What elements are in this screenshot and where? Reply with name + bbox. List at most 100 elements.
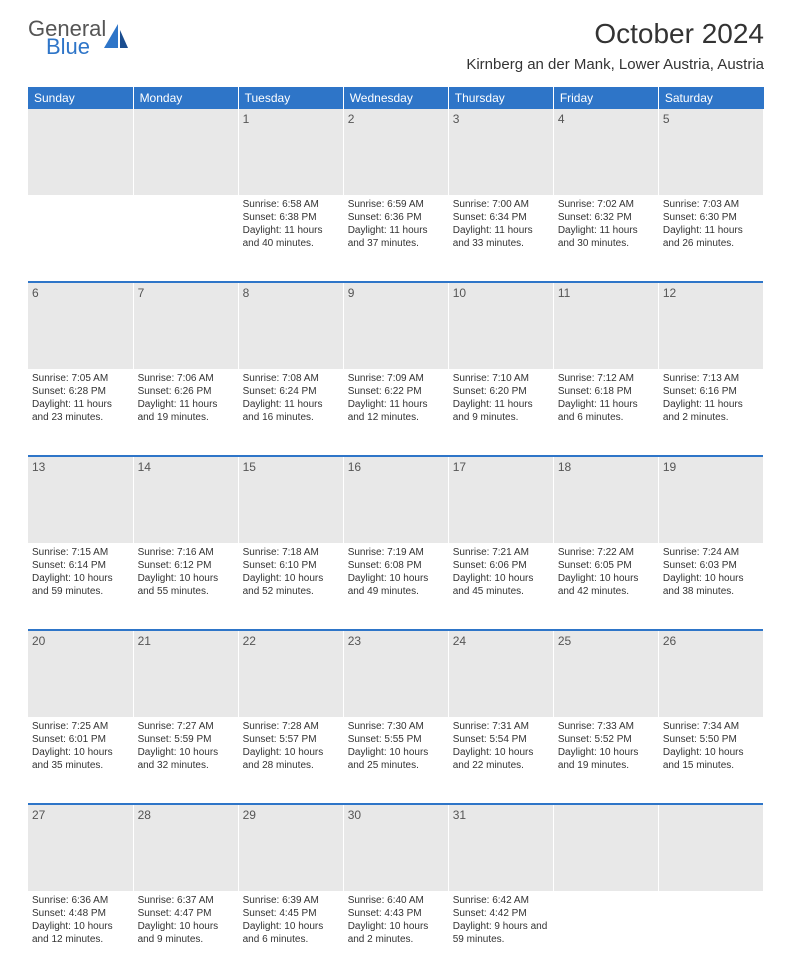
day-number: 11 bbox=[553, 283, 658, 369]
day-cell: Sunrise: 6:40 AMSunset: 4:43 PMDaylight:… bbox=[343, 891, 448, 977]
weekday-header: Friday bbox=[553, 87, 658, 109]
sunset-text: Sunset: 4:43 PM bbox=[348, 907, 444, 920]
day-number: 25 bbox=[553, 631, 658, 717]
day-cell: Sunrise: 7:31 AMSunset: 5:54 PMDaylight:… bbox=[448, 717, 553, 803]
day-cell: Sunrise: 7:24 AMSunset: 6:03 PMDaylight:… bbox=[658, 543, 763, 629]
day-number: 20 bbox=[28, 631, 133, 717]
sunrise-text: Sunrise: 6:39 AM bbox=[243, 894, 339, 907]
day-number: 10 bbox=[448, 283, 553, 369]
daylight-text: Daylight: 10 hours and 52 minutes. bbox=[243, 572, 339, 598]
day-cell: Sunrise: 7:19 AMSunset: 6:08 PMDaylight:… bbox=[343, 543, 448, 629]
sunrise-text: Sunrise: 6:58 AM bbox=[243, 198, 339, 211]
day-cell: Sunrise: 7:18 AMSunset: 6:10 PMDaylight:… bbox=[238, 543, 343, 629]
day-number: 15 bbox=[238, 457, 343, 543]
weekday-header-row: Sunday Monday Tuesday Wednesday Thursday… bbox=[28, 87, 764, 109]
day-number: 30 bbox=[343, 805, 448, 891]
daylight-text: Daylight: 10 hours and 25 minutes. bbox=[348, 746, 444, 772]
day-number: 1 bbox=[238, 109, 343, 195]
sunset-text: Sunset: 6:38 PM bbox=[243, 211, 339, 224]
day-number bbox=[28, 109, 133, 195]
day-cell: Sunrise: 7:05 AMSunset: 6:28 PMDaylight:… bbox=[28, 369, 133, 455]
sunrise-text: Sunrise: 7:08 AM bbox=[243, 372, 339, 385]
daylight-text: Daylight: 10 hours and 35 minutes. bbox=[32, 746, 129, 772]
logo-blue: Blue bbox=[46, 36, 106, 58]
day-cell: Sunrise: 7:34 AMSunset: 5:50 PMDaylight:… bbox=[658, 717, 763, 803]
sunrise-text: Sunrise: 7:09 AM bbox=[348, 372, 444, 385]
day-number: 14 bbox=[133, 457, 238, 543]
sunset-text: Sunset: 4:42 PM bbox=[453, 907, 549, 920]
daylight-text: Daylight: 10 hours and 42 minutes. bbox=[558, 572, 654, 598]
daylight-text: Daylight: 10 hours and 38 minutes. bbox=[663, 572, 759, 598]
content-row: Sunrise: 7:15 AMSunset: 6:14 PMDaylight:… bbox=[28, 543, 764, 629]
day-cell: Sunrise: 7:06 AMSunset: 6:26 PMDaylight:… bbox=[133, 369, 238, 455]
daylight-text: Daylight: 11 hours and 30 minutes. bbox=[558, 224, 654, 250]
sunrise-text: Sunrise: 7:27 AM bbox=[138, 720, 234, 733]
day-number bbox=[133, 109, 238, 195]
weekday-header: Tuesday bbox=[238, 87, 343, 109]
day-cell: Sunrise: 7:09 AMSunset: 6:22 PMDaylight:… bbox=[343, 369, 448, 455]
sunset-text: Sunset: 6:20 PM bbox=[453, 385, 549, 398]
day-number: 22 bbox=[238, 631, 343, 717]
weekday-header: Sunday bbox=[28, 87, 133, 109]
sunset-text: Sunset: 5:54 PM bbox=[453, 733, 549, 746]
day-number: 28 bbox=[133, 805, 238, 891]
month-title: October 2024 bbox=[466, 18, 764, 50]
day-cell: Sunrise: 7:12 AMSunset: 6:18 PMDaylight:… bbox=[553, 369, 658, 455]
sunrise-text: Sunrise: 6:37 AM bbox=[138, 894, 234, 907]
sunset-text: Sunset: 5:55 PM bbox=[348, 733, 444, 746]
daynum-row: 2728293031 bbox=[28, 805, 764, 891]
sunset-text: Sunset: 6:22 PM bbox=[348, 385, 444, 398]
location: Kirnberg an der Mank, Lower Austria, Aus… bbox=[466, 56, 764, 73]
sunrise-text: Sunrise: 7:30 AM bbox=[348, 720, 444, 733]
sunset-text: Sunset: 5:57 PM bbox=[243, 733, 339, 746]
daylight-text: Daylight: 11 hours and 23 minutes. bbox=[32, 398, 129, 424]
sunset-text: Sunset: 5:52 PM bbox=[558, 733, 654, 746]
day-cell: Sunrise: 6:59 AMSunset: 6:36 PMDaylight:… bbox=[343, 195, 448, 281]
sunset-text: Sunset: 6:05 PM bbox=[558, 559, 654, 572]
calendar-table: Sunday Monday Tuesday Wednesday Thursday… bbox=[28, 87, 764, 977]
day-cell: Sunrise: 7:13 AMSunset: 6:16 PMDaylight:… bbox=[658, 369, 763, 455]
sunrise-text: Sunrise: 7:03 AM bbox=[663, 198, 759, 211]
sunrise-text: Sunrise: 7:06 AM bbox=[138, 372, 234, 385]
sunset-text: Sunset: 6:26 PM bbox=[138, 385, 234, 398]
daylight-text: Daylight: 11 hours and 19 minutes. bbox=[138, 398, 234, 424]
sunrise-text: Sunrise: 6:59 AM bbox=[348, 198, 444, 211]
sunset-text: Sunset: 5:50 PM bbox=[663, 733, 759, 746]
day-number: 6 bbox=[28, 283, 133, 369]
day-cell bbox=[553, 891, 658, 977]
daylight-text: Daylight: 9 hours and 59 minutes. bbox=[453, 920, 549, 946]
day-number: 12 bbox=[658, 283, 763, 369]
day-cell: Sunrise: 7:03 AMSunset: 6:30 PMDaylight:… bbox=[658, 195, 763, 281]
logo-sail-icon bbox=[104, 24, 130, 54]
header: General Blue October 2024 Kirnberg an de… bbox=[0, 0, 792, 77]
sunrise-text: Sunrise: 6:40 AM bbox=[348, 894, 444, 907]
weekday-header: Saturday bbox=[658, 87, 763, 109]
sunrise-text: Sunrise: 7:13 AM bbox=[663, 372, 759, 385]
sunset-text: Sunset: 6:16 PM bbox=[663, 385, 759, 398]
daylight-text: Daylight: 11 hours and 6 minutes. bbox=[558, 398, 654, 424]
daylight-text: Daylight: 11 hours and 16 minutes. bbox=[243, 398, 339, 424]
logo: General Blue bbox=[28, 18, 130, 58]
sunrise-text: Sunrise: 6:42 AM bbox=[453, 894, 549, 907]
day-number: 5 bbox=[658, 109, 763, 195]
daynum-row: 6789101112 bbox=[28, 283, 764, 369]
day-cell: Sunrise: 7:02 AMSunset: 6:32 PMDaylight:… bbox=[553, 195, 658, 281]
day-number: 13 bbox=[28, 457, 133, 543]
day-number: 4 bbox=[553, 109, 658, 195]
day-cell bbox=[28, 195, 133, 281]
day-number: 18 bbox=[553, 457, 658, 543]
sunrise-text: Sunrise: 7:05 AM bbox=[32, 372, 129, 385]
daylight-text: Daylight: 10 hours and 22 minutes. bbox=[453, 746, 549, 772]
daylight-text: Daylight: 11 hours and 9 minutes. bbox=[453, 398, 549, 424]
daylight-text: Daylight: 10 hours and 12 minutes. bbox=[32, 920, 129, 946]
sunset-text: Sunset: 6:18 PM bbox=[558, 385, 654, 398]
title-block: October 2024 Kirnberg an der Mank, Lower… bbox=[466, 18, 764, 73]
sunrise-text: Sunrise: 7:16 AM bbox=[138, 546, 234, 559]
day-cell: Sunrise: 6:36 AMSunset: 4:48 PMDaylight:… bbox=[28, 891, 133, 977]
daylight-text: Daylight: 10 hours and 6 minutes. bbox=[243, 920, 339, 946]
sunrise-text: Sunrise: 7:18 AM bbox=[243, 546, 339, 559]
day-number: 27 bbox=[28, 805, 133, 891]
daylight-text: Daylight: 10 hours and 45 minutes. bbox=[453, 572, 549, 598]
daylight-text: Daylight: 10 hours and 9 minutes. bbox=[138, 920, 234, 946]
daylight-text: Daylight: 11 hours and 40 minutes. bbox=[243, 224, 339, 250]
